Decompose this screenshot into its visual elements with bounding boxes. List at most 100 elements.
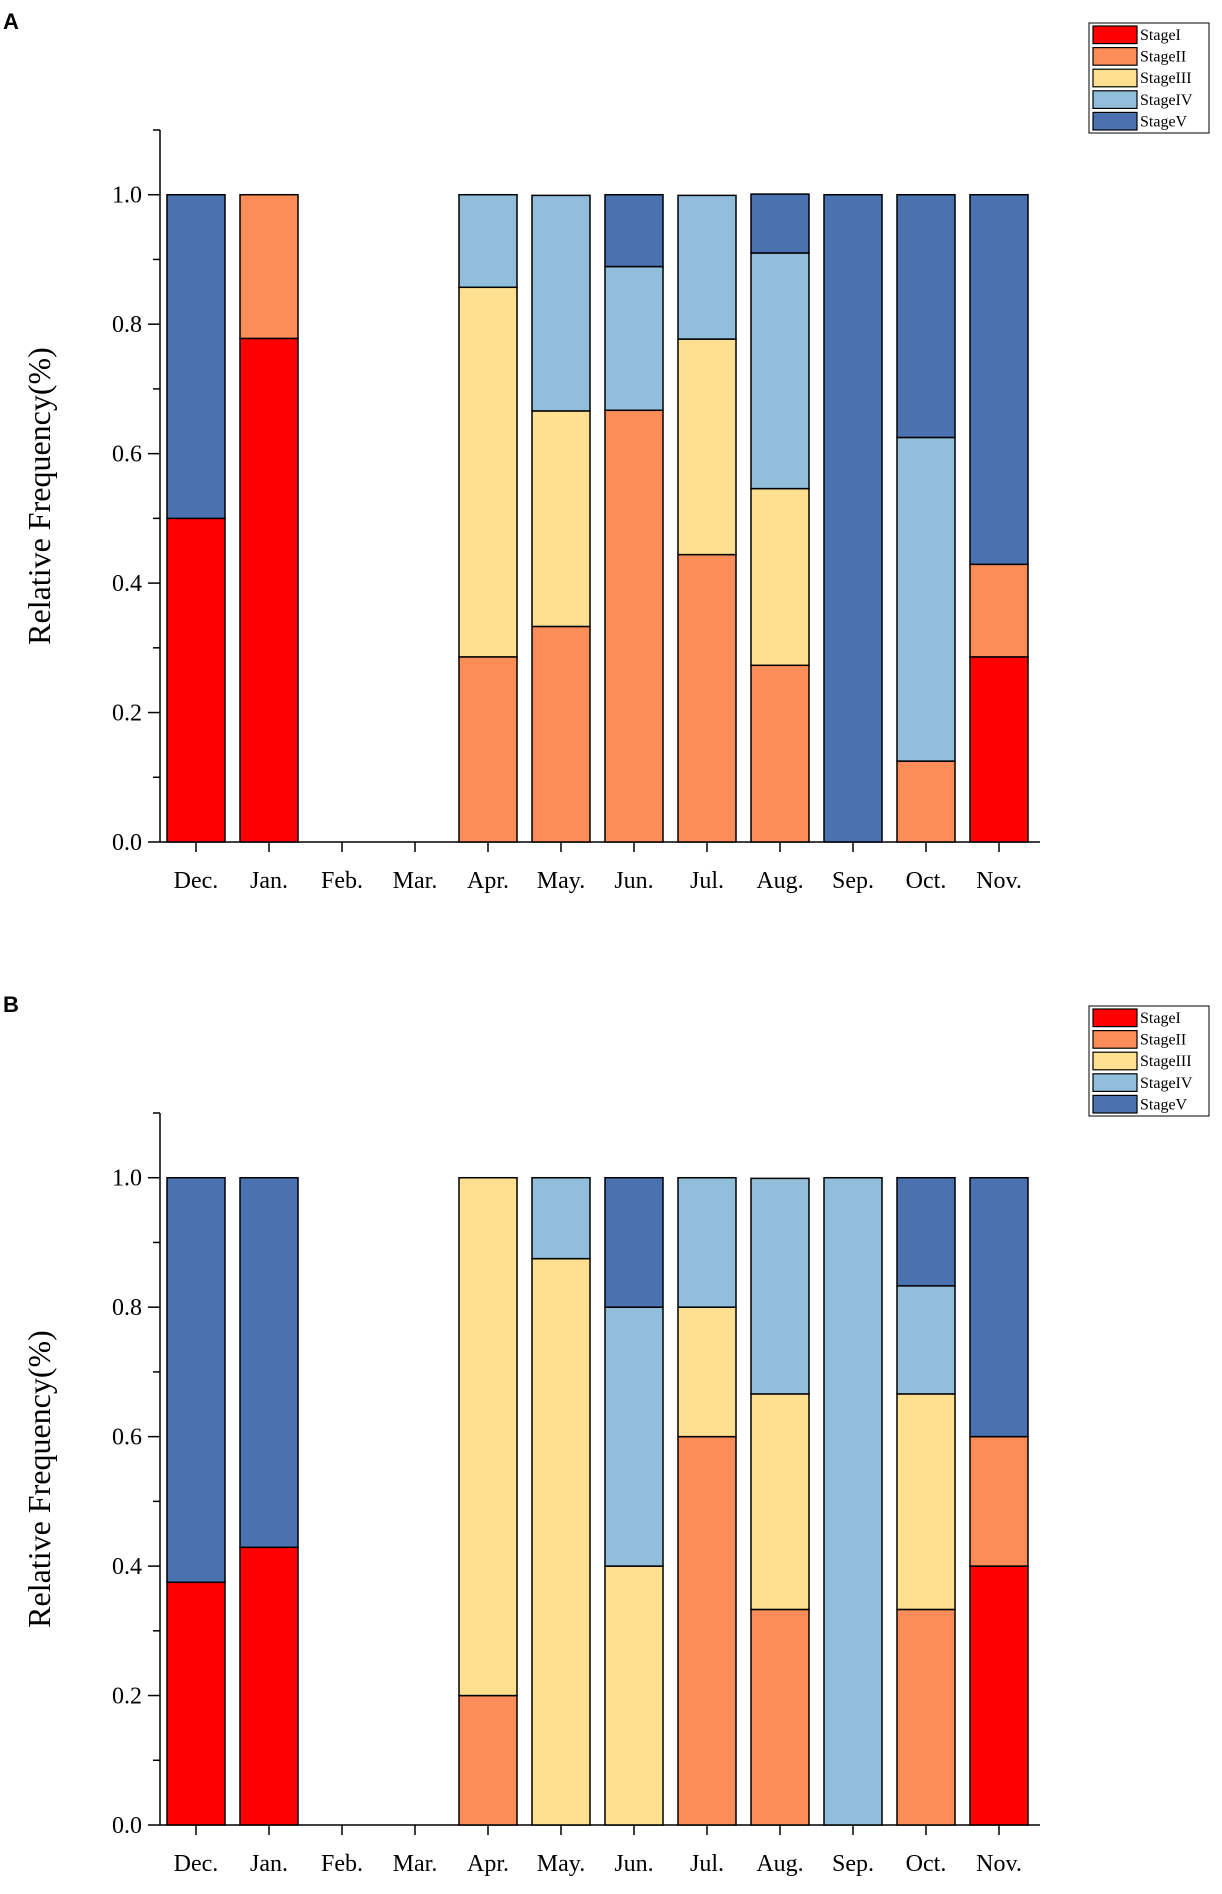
legend-swatch-stageiii	[1092, 1051, 1138, 1071]
bar-stagei-nov	[969, 1565, 1029, 1826]
x-tick-label-jan: Jan.	[250, 868, 288, 894]
legend-swatch-stagei	[1092, 1008, 1138, 1028]
y-tick-label: 0.6	[112, 1425, 142, 1451]
x-tick-label-aug: Aug.	[756, 868, 803, 894]
y-tick-label: 0.4	[112, 571, 142, 597]
chart-panel-b: B 0.0 0.2 0.4 0.6 0.8 1.0 Relative Frequency(%)…	[3, 992, 1210, 1877]
x-tick-label-nov: Nov.	[976, 1851, 1022, 1877]
y-tick-label: 0.0	[112, 830, 142, 856]
bar-stageii-apr	[458, 1694, 518, 1826]
legend-swatch-stagev	[1092, 111, 1138, 131]
bar-stagev-jun	[604, 193, 664, 268]
bar-stageiv-may	[531, 1176, 591, 1260]
bar-stageiii-jul	[677, 1306, 737, 1438]
bar-stagev-nov	[969, 1176, 1029, 1438]
bar-stageii-nov	[969, 1435, 1029, 1567]
y-tick-label: 0.8	[112, 312, 142, 338]
legend-label-stageiv: StageIV	[1140, 92, 1193, 109]
x-tick-label-jun: Jun.	[614, 868, 653, 894]
bar-stageiv-jun	[604, 265, 664, 412]
x-tick-label-nov: Nov.	[976, 868, 1022, 894]
x-tick-label-mar: Mar.	[393, 868, 438, 894]
bar-stageii-jul	[677, 553, 737, 843]
bar-stageiii-may	[531, 1257, 591, 1826]
bar-stagei-nov	[969, 656, 1029, 843]
x-tick-label-apr: Apr.	[467, 868, 509, 894]
bar-stageiii-aug	[750, 487, 810, 667]
y-tick-label: 0.6	[112, 442, 142, 468]
bar-stageii-jun	[604, 409, 664, 843]
bar-stagev-jun	[604, 1176, 664, 1308]
bar-stageiii-jul	[677, 338, 737, 556]
bar-stageiv-apr	[458, 193, 518, 289]
legend-swatch-stageiv	[1092, 90, 1138, 110]
bar-stageiii-may	[531, 410, 591, 628]
legend-swatch-stagei	[1092, 25, 1138, 45]
y-tick-label: 1.0	[112, 1166, 142, 1192]
legend-swatch-stagev	[1092, 1094, 1138, 1114]
legend-label-stagev: StageV	[1140, 1096, 1188, 1113]
x-tick-label-jan: Jan.	[250, 1851, 288, 1877]
bar-stageii-oct	[896, 1608, 956, 1826]
y-tick-label: 0.4	[112, 1554, 142, 1580]
bar-stagei-dec	[166, 1581, 226, 1826]
bar-stagev-nov	[969, 193, 1029, 566]
panel-label: B	[3, 992, 19, 1017]
x-tick-label-mar: Mar.	[393, 1851, 438, 1877]
bar-stageiv-may	[531, 194, 591, 412]
legend-swatch-stageiv	[1092, 1073, 1138, 1093]
chart-panel-a: A 0.0 0.2 0.4 0.6 0.8 1.0 Relative Frequency(%)…	[3, 9, 1210, 894]
bar-stageiii-aug	[750, 1393, 810, 1611]
bar-stageiii-apr	[458, 1176, 518, 1697]
bar-stageii-aug	[750, 1608, 810, 1826]
bar-stageiv-sep	[823, 1176, 883, 1826]
x-tick-label-feb: Feb.	[321, 868, 363, 894]
bar-stageii-nov	[969, 563, 1029, 658]
legend-swatch-stageii	[1092, 46, 1138, 66]
legend-label-stagei: StageI	[1140, 1010, 1181, 1027]
bar-stageiv-jul	[677, 1176, 737, 1308]
y-tick-label: 0.2	[112, 1684, 142, 1710]
bar-stagev-dec	[166, 193, 226, 520]
bar-stagev-aug	[750, 193, 810, 254]
bar-stageiii-oct	[896, 1393, 956, 1611]
x-tick-label-aug: Aug.	[756, 1851, 803, 1877]
x-tick-label-sep: Sep.	[832, 868, 874, 894]
y-axis-title: Relative Frequency(%)	[21, 1330, 57, 1628]
legend-label-stageii: StageII	[1140, 1032, 1186, 1049]
x-tick-label-feb: Feb.	[321, 1851, 363, 1877]
bar-stagei-dec	[166, 517, 226, 843]
bar-stageiii-apr	[458, 286, 518, 658]
bar-stageii-jan	[239, 193, 299, 340]
x-tick-label-dec: Dec.	[174, 1851, 219, 1877]
x-tick-label-sep: Sep.	[832, 1851, 874, 1877]
bar-stageiv-aug	[750, 1177, 810, 1395]
bar-stageiv-jun	[604, 1306, 664, 1567]
bar-stagev-dec	[166, 1176, 226, 1584]
bar-stageii-oct	[896, 760, 956, 843]
x-tick-label-oct: Oct.	[906, 868, 947, 894]
legend-label-stageii: StageII	[1140, 49, 1186, 66]
bar-stagev-jan	[239, 1176, 299, 1549]
y-tick-label: 0.8	[112, 1295, 142, 1321]
bar-stageii-may	[531, 625, 591, 843]
x-tick-label-jun: Jun.	[614, 1851, 653, 1877]
x-tick-label-dec: Dec.	[174, 868, 219, 894]
legend-label-stagei: StageI	[1140, 27, 1181, 44]
bar-stagev-sep	[823, 193, 883, 843]
bar-stageiv-oct	[896, 436, 956, 762]
bar-stageii-aug	[750, 664, 810, 843]
legend-swatch-stageiii	[1092, 68, 1138, 88]
bar-stagev-oct	[896, 1176, 956, 1287]
bar-stageiv-aug	[750, 252, 810, 490]
bar-stageii-jul	[677, 1435, 737, 1826]
y-axis-title: Relative Frequency(%)	[21, 347, 57, 645]
bar-stageiii-jun	[604, 1565, 664, 1826]
bar-stageiv-oct	[896, 1285, 956, 1395]
x-tick-label-oct: Oct.	[906, 1851, 947, 1877]
bar-stagei-jan	[239, 1546, 299, 1826]
x-tick-label-jul: Jul.	[690, 868, 724, 894]
x-tick-label-apr: Apr.	[467, 1851, 509, 1877]
y-tick-label: 1.0	[112, 183, 142, 209]
